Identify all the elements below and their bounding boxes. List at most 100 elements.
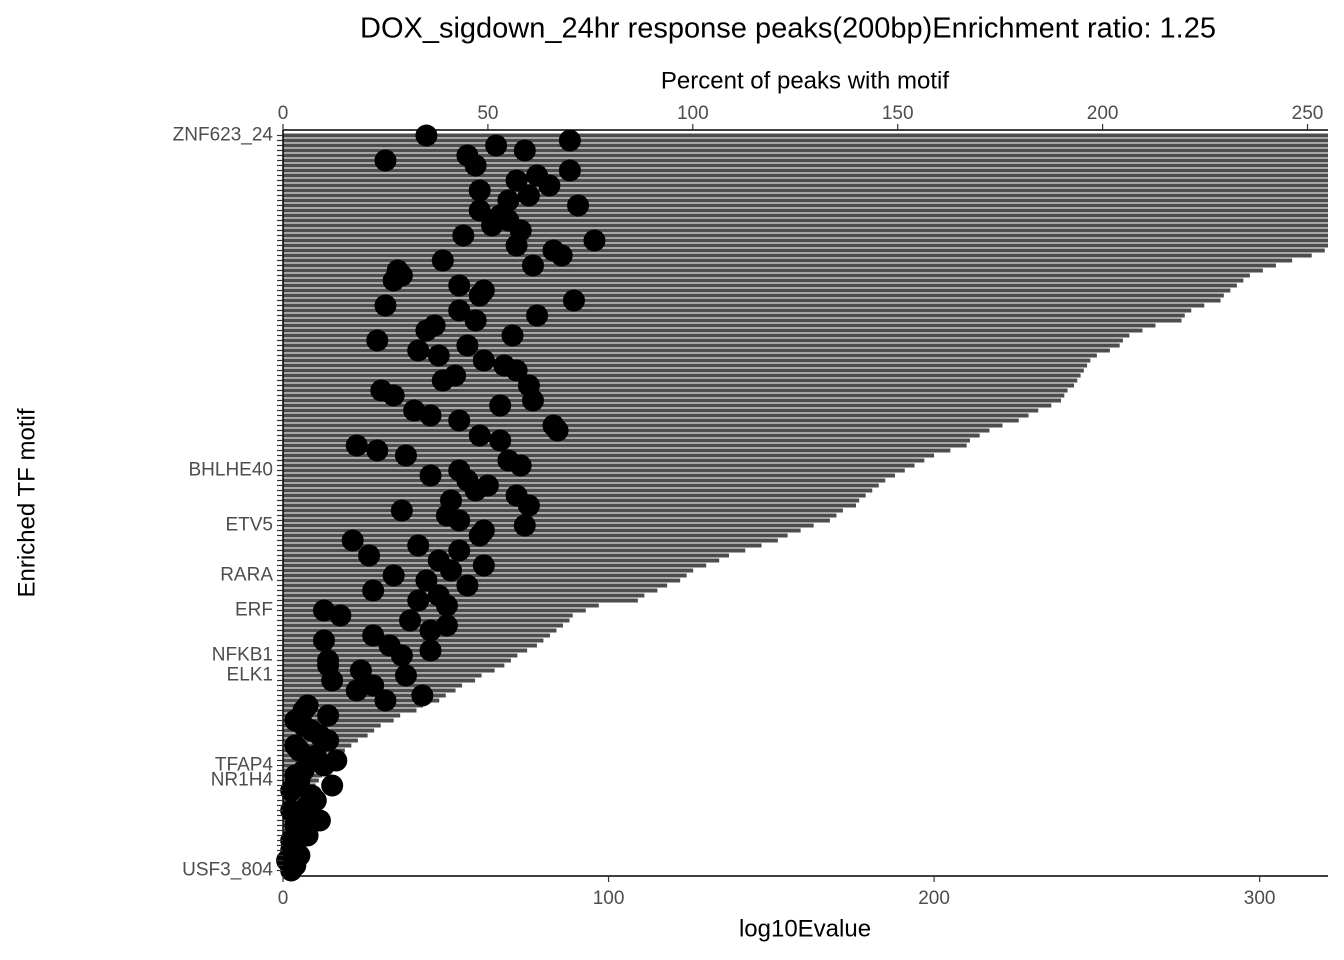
point <box>411 684 434 707</box>
point <box>358 544 381 567</box>
point <box>374 149 397 172</box>
point <box>341 529 364 552</box>
bar <box>283 258 1293 263</box>
bar <box>283 148 1328 153</box>
bar <box>283 208 1328 213</box>
point <box>419 464 442 487</box>
bar <box>283 383 1075 388</box>
x-tick-label: 100 <box>593 888 625 909</box>
y-tick-label: ERF <box>235 600 273 621</box>
bar <box>283 513 837 518</box>
point <box>440 559 463 582</box>
point <box>468 179 491 202</box>
bar <box>283 493 866 498</box>
point <box>317 729 340 752</box>
top-tick-label: 250 <box>1292 103 1324 124</box>
bar <box>283 183 1328 188</box>
bar <box>283 578 681 583</box>
point <box>550 244 573 267</box>
bar <box>283 448 951 453</box>
point <box>472 349 495 372</box>
point <box>468 524 491 547</box>
point <box>431 249 454 272</box>
bar <box>283 333 1130 338</box>
bar <box>283 263 1276 268</box>
point <box>394 664 417 687</box>
point <box>517 494 540 517</box>
bar <box>283 713 401 718</box>
bar <box>283 218 1328 223</box>
bar <box>283 313 1185 318</box>
bar <box>283 393 1065 398</box>
y-tick-label: ZNF623_24 <box>173 125 274 146</box>
bar <box>283 463 915 468</box>
bar <box>283 233 1328 238</box>
bar <box>283 388 1068 393</box>
point <box>366 439 389 462</box>
point <box>505 359 528 382</box>
y-axis-title: Enriched TF motif <box>13 408 40 597</box>
bar <box>283 268 1263 273</box>
chart-title: DOX_sigdown_24hr response peaks(200bp)En… <box>360 13 1216 45</box>
point <box>394 444 417 467</box>
bar <box>283 543 762 548</box>
bar <box>283 403 1052 408</box>
point <box>407 339 430 362</box>
bar <box>283 498 860 503</box>
bar <box>283 153 1328 158</box>
bar <box>283 418 1019 423</box>
bar <box>283 228 1328 233</box>
point <box>538 174 561 197</box>
bar <box>283 253 1312 258</box>
bar <box>283 243 1328 248</box>
point <box>513 139 536 162</box>
bar <box>283 353 1097 358</box>
bar <box>283 508 843 513</box>
point <box>468 424 491 447</box>
y-tick-label: NFKB1 <box>212 645 273 666</box>
point <box>464 479 487 502</box>
point <box>374 294 397 317</box>
point <box>521 389 544 412</box>
bar <box>283 363 1088 368</box>
y-tick-label: NR1H4 <box>211 770 274 791</box>
bar <box>283 428 990 433</box>
bar <box>283 528 801 533</box>
x-axis-title: log10Evalue <box>739 915 871 942</box>
point <box>382 564 405 587</box>
top-axis-title: Percent of peaks with motif <box>661 67 949 94</box>
point <box>390 499 413 522</box>
bar <box>283 398 1062 403</box>
point <box>517 184 540 207</box>
point <box>435 594 458 617</box>
point <box>362 579 385 602</box>
top-tick-label: 0 <box>278 103 289 124</box>
bar <box>283 308 1192 313</box>
point <box>448 299 471 322</box>
bar <box>283 323 1156 328</box>
point <box>468 199 491 222</box>
y-tick-label: RARA <box>220 565 273 586</box>
y-tick-label: ELK1 <box>227 665 273 686</box>
bar <box>283 453 935 458</box>
bar <box>283 438 970 443</box>
bar <box>283 293 1224 298</box>
point <box>345 434 368 457</box>
bar <box>283 673 482 678</box>
point <box>485 134 508 157</box>
bar <box>283 368 1084 373</box>
point <box>382 384 405 407</box>
point <box>321 774 344 797</box>
bar <box>283 143 1328 148</box>
bar <box>283 468 905 473</box>
point <box>345 679 368 702</box>
point <box>280 779 303 802</box>
bar <box>283 668 495 673</box>
point <box>513 514 536 537</box>
bar <box>283 608 586 613</box>
point <box>431 369 454 392</box>
top-tick-label: 100 <box>677 103 709 124</box>
bar <box>283 158 1328 163</box>
point <box>501 324 524 347</box>
point <box>489 394 512 417</box>
